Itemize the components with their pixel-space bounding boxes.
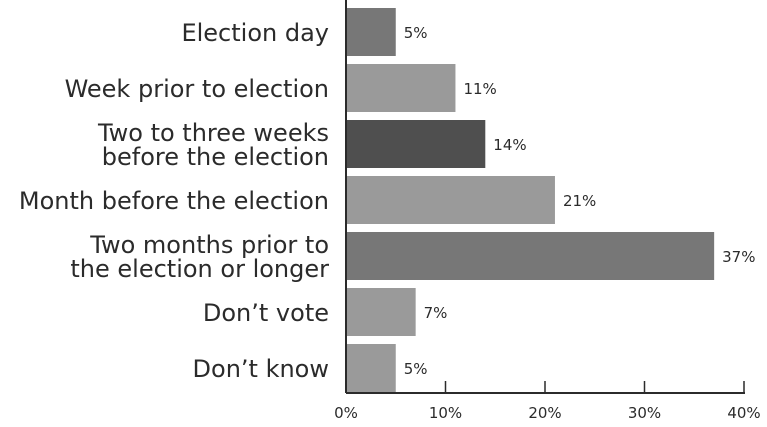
axis-layer: 0% 10% 20% 30% 40% (334, 0, 761, 422)
bar-value-label: 5% (404, 24, 428, 42)
category-label: Don’t know (193, 355, 329, 383)
bar (346, 64, 456, 112)
bar-value-label: 5% (404, 360, 428, 378)
category-label: Two months prior to (89, 231, 329, 259)
bar-value-label: 37% (722, 248, 755, 266)
bar-value-label: 21% (563, 192, 596, 210)
x-tick-label: 20% (528, 404, 561, 422)
x-tick-label: 30% (628, 404, 661, 422)
bar-value-label: 14% (493, 136, 526, 154)
category-label: Month before the election (19, 187, 329, 215)
x-tick-label: 40% (727, 404, 760, 422)
bar-value-label: 11% (463, 80, 496, 98)
bar-value-label: 7% (424, 304, 448, 322)
bar (346, 288, 416, 336)
bar (346, 120, 486, 168)
category-label: the election or longer (70, 255, 329, 283)
category-label: before the election (102, 143, 329, 171)
category-label: Two to three weeks (97, 119, 329, 147)
bars-layer: 5% 11% 14% 21% 37% 7% 5% (346, 8, 755, 392)
bar (346, 232, 715, 280)
category-label: Week prior to election (65, 75, 329, 103)
category-label: Election day (181, 19, 329, 47)
bar (346, 176, 555, 224)
bar (346, 8, 396, 56)
category-label: Don’t vote (203, 299, 329, 327)
x-tick-label: 10% (429, 404, 462, 422)
category-labels-layer: Election day Week prior to election Two to… (19, 19, 329, 383)
x-tick-label: 0% (334, 404, 358, 422)
bar (346, 344, 396, 392)
